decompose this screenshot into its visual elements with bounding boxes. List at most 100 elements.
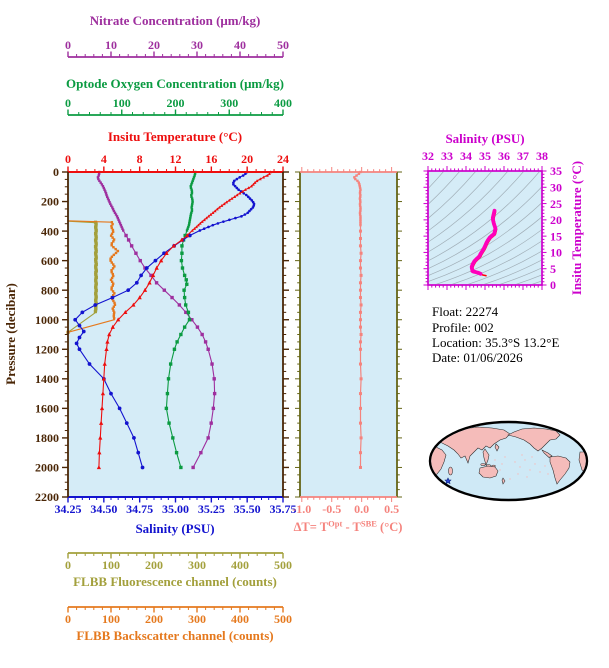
data-point xyxy=(129,244,134,248)
data-point xyxy=(93,251,98,255)
data-point xyxy=(94,308,98,312)
data-point xyxy=(113,303,117,307)
tick-label: 36 xyxy=(498,149,510,163)
data-point xyxy=(359,216,362,220)
nitrate-ruler: 0 10 20 30 40 50 xyxy=(65,38,289,58)
data-point xyxy=(359,222,362,225)
data-point xyxy=(244,172,247,176)
data-point xyxy=(104,190,107,193)
tick-label: 200 xyxy=(145,612,163,626)
data-point xyxy=(251,206,255,209)
tick-label: 0 xyxy=(65,152,71,166)
data-point xyxy=(94,271,98,275)
data-point xyxy=(359,209,362,213)
data-point xyxy=(179,465,183,470)
map-indonesia-1 xyxy=(480,463,486,466)
data-point xyxy=(216,222,220,225)
data-point xyxy=(190,188,193,191)
data-point xyxy=(144,266,149,270)
data-point xyxy=(97,174,100,177)
tick-label: 1800 xyxy=(35,431,59,445)
data-point xyxy=(94,249,98,254)
tick-label: 24 xyxy=(277,152,289,166)
data-point xyxy=(94,222,98,226)
nitrate-axis-title: Nitrate Concentration (μm/kg) xyxy=(90,13,261,28)
data-point xyxy=(199,450,203,455)
data-point xyxy=(118,220,121,223)
data-point xyxy=(202,218,206,222)
tick-label: 100 xyxy=(102,558,120,572)
data-point xyxy=(97,450,102,455)
isopycnal-line xyxy=(429,172,540,261)
data-point xyxy=(358,192,362,195)
data-point xyxy=(122,229,125,232)
tick-label: 35.00 xyxy=(162,502,189,516)
tick-label: 37 xyxy=(517,149,529,163)
data-point xyxy=(211,406,216,411)
data-point xyxy=(111,208,115,211)
data-point xyxy=(165,391,170,396)
data-point xyxy=(356,179,359,183)
insitu-temperature-curve xyxy=(96,170,272,470)
data-point xyxy=(94,228,98,232)
data-point xyxy=(107,332,112,337)
data-point xyxy=(124,233,128,238)
data-point xyxy=(185,233,190,238)
data-point xyxy=(182,288,186,292)
data-point xyxy=(96,465,102,470)
data-point xyxy=(98,179,101,183)
tick-label: 0 xyxy=(65,38,71,52)
data-point xyxy=(187,233,192,238)
tick-label: 12 xyxy=(170,152,182,166)
tick-label: 0 xyxy=(65,96,71,110)
data-point xyxy=(94,272,98,276)
data-point xyxy=(190,195,193,199)
data-point xyxy=(94,298,98,302)
data-point xyxy=(94,259,98,263)
data-point xyxy=(94,241,98,245)
data-point xyxy=(134,251,138,255)
data-point xyxy=(109,259,112,262)
data-point xyxy=(112,309,115,312)
data-point xyxy=(167,421,171,425)
data-point xyxy=(187,223,191,227)
pressure-axis-title: Pressure (decibar) xyxy=(3,283,18,385)
data-point xyxy=(140,465,145,470)
data-point xyxy=(355,174,358,177)
data-point xyxy=(358,465,362,469)
data-point xyxy=(184,278,188,282)
data-point xyxy=(190,193,193,197)
tick-label: 400 xyxy=(231,612,249,626)
data-point xyxy=(94,258,98,262)
pressure-left-axis: 0 200 400 600 800 1000 1200 1400 1600 1800 2000 220… xyxy=(35,165,69,504)
data-point xyxy=(110,224,113,228)
data-point xyxy=(206,347,210,351)
data-point xyxy=(94,253,98,257)
data-point xyxy=(233,195,237,199)
data-point xyxy=(211,211,215,214)
nitrate-concentration-curve xyxy=(96,170,217,470)
data-point xyxy=(94,282,98,286)
data-point xyxy=(241,174,245,177)
map-europe xyxy=(431,429,443,438)
data-point xyxy=(359,273,363,277)
data-point xyxy=(94,267,98,271)
data-point xyxy=(200,219,204,223)
data-point xyxy=(94,290,98,294)
data-point xyxy=(110,286,113,289)
data-point xyxy=(261,175,265,179)
data-point xyxy=(192,176,196,179)
data-point xyxy=(186,227,189,230)
data-point xyxy=(359,208,362,211)
data-point xyxy=(190,318,194,322)
data-point xyxy=(113,301,116,305)
data-point xyxy=(110,244,113,247)
data-point xyxy=(164,250,169,255)
tick-label: 200 xyxy=(41,195,59,209)
ts-density-contours xyxy=(429,172,541,284)
map-new-zealand xyxy=(501,477,506,485)
isopycnal-line xyxy=(429,172,476,219)
data-point xyxy=(358,451,362,455)
data-point xyxy=(94,285,98,289)
data-point xyxy=(113,265,116,268)
